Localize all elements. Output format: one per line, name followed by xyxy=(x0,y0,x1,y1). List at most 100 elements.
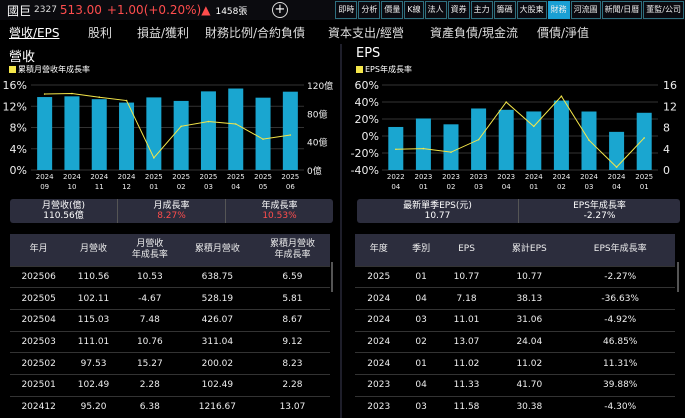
revenue-chart: 0% 4% 8% 12% 16% 0億 40億 80億 120億 2024 09 2024 10 2024… xyxy=(3,79,334,191)
bar xyxy=(443,124,459,170)
table-cell: 03 xyxy=(402,308,440,332)
eps-table: 年度 季別 EPS 累計EPS EPS年成長率 2025 01 10.77 10.77 -2.27… xyxy=(355,234,675,418)
table-row[interactable]: 2024 04 7.18 38.13 -36.63% xyxy=(355,287,675,310)
tab-1[interactable]: 股利 xyxy=(88,26,113,40)
x-tick-period: 10 xyxy=(67,183,76,191)
x-tick-year: 2023 xyxy=(414,173,432,181)
column-header[interactable]: 累計EPS xyxy=(493,234,566,266)
table-cell: 202505 xyxy=(10,287,68,310)
x-tick-year: 2024 xyxy=(118,173,136,181)
table-cell: 115.03 xyxy=(67,308,120,332)
tab-2[interactable]: 損益/獲利 xyxy=(137,26,190,40)
table-row[interactable]: 202501 102.49 2.28 102.49 2.28 xyxy=(10,373,330,397)
table-row[interactable]: 2023 04 11.33 41.70 39.88% xyxy=(355,373,675,397)
summary-value: 10.53% xyxy=(262,211,297,221)
nav-button-5[interactable]: 資券 xyxy=(447,1,470,19)
y-right-tick: 0億 xyxy=(307,165,322,177)
nav-button-10[interactable]: 河流圖 xyxy=(570,1,601,19)
table-cell: 202502 xyxy=(10,352,68,375)
table-row[interactable]: 2023 03 11.58 30.38 -4.30% xyxy=(355,395,675,418)
nav-button-0[interactable]: 即時 xyxy=(335,1,358,19)
table-row[interactable]: 202506 110.56 10.53 638.75 6.59 xyxy=(10,265,330,288)
bar xyxy=(498,109,514,170)
tab-6[interactable]: 價債/淨值 xyxy=(537,26,590,40)
table-cell: 95.20 xyxy=(67,395,120,418)
line-point xyxy=(71,92,73,95)
nav-button-3[interactable]: K線 xyxy=(404,1,424,19)
nav-button-1[interactable]: 分析 xyxy=(358,1,381,19)
column-header[interactable]: 年度 xyxy=(355,234,403,266)
table-cell: 2023 xyxy=(355,373,403,397)
nav-button-7[interactable]: 籌碼 xyxy=(493,1,516,19)
column-header[interactable]: 月營收 年成長率 xyxy=(119,234,180,266)
bar xyxy=(255,97,271,170)
summary-label: 月成長率 xyxy=(153,201,190,211)
column-header[interactable]: 累積月營收 年成長率 xyxy=(254,234,330,266)
column-header[interactable]: EPS年成長率 xyxy=(565,234,675,266)
nav-button-2[interactable]: 價量 xyxy=(381,1,404,19)
legend-swatch xyxy=(9,66,16,73)
x-tick-period: 03 xyxy=(204,183,213,191)
table-cell: 638.75 xyxy=(179,265,255,288)
line-point xyxy=(560,95,563,97)
y-right-tick: 0 xyxy=(663,164,670,177)
table-cell: 8.23 xyxy=(254,352,330,375)
tab-0[interactable]: 營收/EPS xyxy=(9,26,60,40)
nav-button-9[interactable]: 財務 xyxy=(547,1,570,19)
line-point xyxy=(289,134,292,136)
line-point xyxy=(125,99,128,102)
bar xyxy=(282,91,298,170)
nav-button-4[interactable]: 法人 xyxy=(424,1,447,19)
nav-button-8[interactable]: 大股東 xyxy=(516,1,547,19)
table-cell: 102.49 xyxy=(67,373,120,397)
nav-button-11[interactable]: 新聞/日曆 xyxy=(601,1,643,19)
table-cell: 6.38 xyxy=(119,395,180,418)
table-row[interactable]: 2025 01 10.77 10.77 -2.27% xyxy=(355,265,675,288)
table-row[interactable]: 202505 102.11 -4.67 528.19 5.81 xyxy=(10,287,330,310)
x-tick-period: 05 xyxy=(259,183,268,191)
y-right-tick: 120億 xyxy=(307,80,333,92)
column-header[interactable]: 季別 xyxy=(402,234,440,266)
x-tick-period: 02 xyxy=(557,183,566,191)
column-header[interactable]: EPS xyxy=(439,234,494,266)
add-watchlist-button[interactable]: + xyxy=(272,2,288,18)
line-point xyxy=(477,138,480,141)
stock-name: 國巨 xyxy=(7,3,32,18)
nav-button-6[interactable]: 主力 xyxy=(470,1,493,19)
table-cell: 2024 xyxy=(355,330,403,353)
revenue-table: 年月 月營收 月營收 年成長率 累積月營收 累積月營收 年成長率 202506 110.56… xyxy=(10,234,330,418)
x-tick-year: 2024 xyxy=(36,173,54,181)
table-row[interactable]: 202502 97.53 15.27 200.02 8.23 xyxy=(10,352,330,375)
x-tick-period: 01 xyxy=(529,183,538,191)
revenue-table-scrollbar[interactable] xyxy=(331,262,333,292)
tab-4[interactable]: 資本支出/經營 xyxy=(328,26,405,40)
y-left-tick: 60% xyxy=(355,79,379,92)
y-left-tick: 16% xyxy=(3,79,27,92)
table-cell: -4.92% xyxy=(565,308,675,332)
x-tick-year: 2023 xyxy=(497,173,515,181)
table-cell: 2.28 xyxy=(254,373,330,397)
tab-5[interactable]: 資產負債/現金流 xyxy=(430,26,519,40)
y-left-tick: 40% xyxy=(355,96,379,109)
x-tick-year: 2025 xyxy=(281,173,299,181)
table-row[interactable]: 2024 01 11.02 11.02 11.31% xyxy=(355,352,675,375)
y-right-tick: 80億 xyxy=(307,108,327,120)
table-header: 年度 季別 EPS 累計EPS EPS年成長率 xyxy=(355,234,675,266)
column-header[interactable]: 年月 xyxy=(10,234,68,266)
column-header[interactable]: 累積月營收 xyxy=(179,234,255,266)
table-row[interactable]: 2024 03 11.01 31.06 -4.92% xyxy=(355,308,675,332)
x-tick-year: 2022 xyxy=(387,173,405,181)
tab-3[interactable]: 財務比例/合約負債 xyxy=(205,26,306,40)
table-row[interactable]: 202412 95.20 6.38 1216.67 13.07 xyxy=(10,395,330,418)
table-cell: 15.27 xyxy=(119,352,180,375)
table-row[interactable]: 202503 111.01 10.76 311.04 9.12 xyxy=(10,330,330,353)
x-tick-period: 12 xyxy=(122,183,131,191)
eps-table-scrollbar[interactable] xyxy=(677,262,679,292)
table-row[interactable]: 2024 02 13.07 24.04 46.85% xyxy=(355,330,675,353)
column-header[interactable]: 月營收 xyxy=(67,234,120,266)
table-cell: 426.07 xyxy=(179,308,255,332)
x-tick-period: 02 xyxy=(177,183,186,191)
nav-button-12[interactable]: 董監/公司 xyxy=(643,1,684,19)
table-row[interactable]: 202504 115.03 7.48 426.07 8.67 xyxy=(10,308,330,332)
growth-line xyxy=(44,92,291,159)
